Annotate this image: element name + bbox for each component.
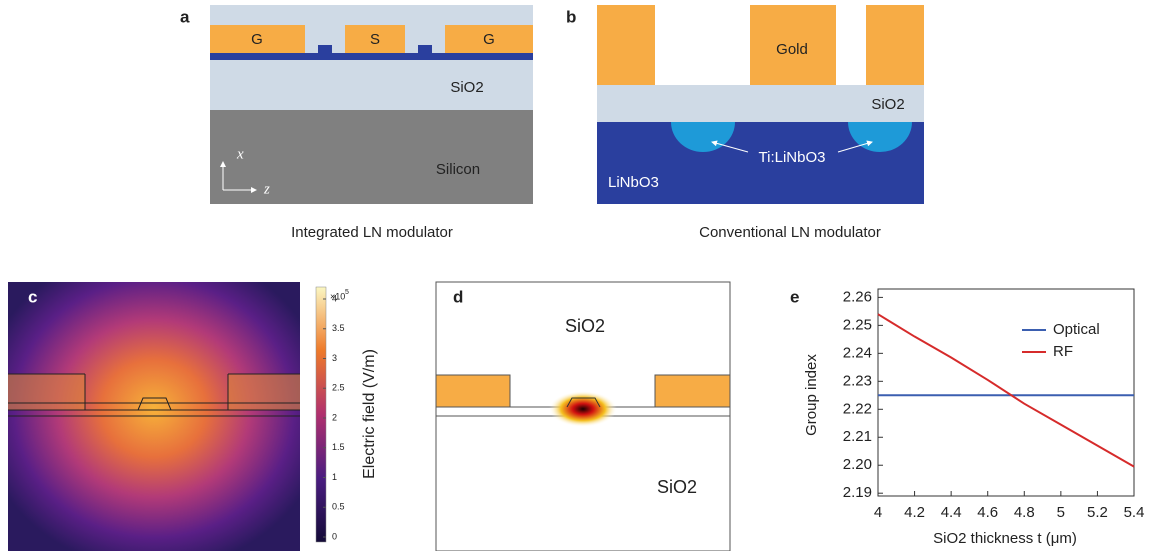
legend-label: RF: [1053, 343, 1073, 360]
x-axis-title: SiO2 thickness t (μm): [933, 530, 1077, 547]
electrode-region: [228, 374, 300, 410]
panel-b: b Gold SiO2 Ti:LiNbO3 LiNbO3 Conventiona…: [566, 5, 924, 241]
x-tick-label: 4.4: [941, 504, 962, 521]
optical-mode: [549, 391, 617, 427]
y-tick-label: 2.25: [843, 316, 872, 333]
layer-label: Ti:LiNbO3: [759, 149, 826, 166]
layer-label: SiO2: [450, 79, 483, 96]
colorbar-tick-label: 1.5: [332, 442, 345, 452]
electrode: [655, 375, 730, 407]
layer-label: LiNbO3: [608, 174, 659, 191]
colorbar-tick-label: 3.5: [332, 323, 345, 333]
panel-c: c ×10 5 00.511.522.533.54 Electric field…: [8, 282, 378, 551]
y-tick-label: 2.24: [843, 344, 872, 361]
y-axis-title: Group index: [803, 354, 820, 436]
ln-film: [210, 53, 533, 60]
panel-e: e Group index SiO2 thickness t (μm) 2.19…: [790, 287, 1144, 546]
panel-a: a G S G SiO2 Silicon x z Integrated LN m…: [180, 5, 533, 241]
x-tick-label: 4.6: [977, 504, 998, 521]
x-tick-label: 4.8: [1014, 504, 1035, 521]
y-tick-label: 2.22: [843, 400, 872, 417]
colorbar-exponent: 5: [345, 289, 349, 296]
panel-label: c: [28, 287, 37, 306]
electrode-label: G: [483, 31, 495, 48]
electrode-label: Gold: [776, 41, 808, 58]
panel-d: d SiO2 SiO2: [436, 282, 730, 551]
electrode: [436, 375, 510, 407]
colorbar-tick-label: 3: [332, 353, 337, 363]
layer-label: Silicon: [436, 161, 480, 178]
electrode-region: [8, 374, 85, 410]
legend-label: Optical: [1053, 321, 1100, 338]
electrode: [597, 5, 655, 85]
layer-label: SiO2: [871, 96, 904, 113]
caption: Integrated LN modulator: [291, 224, 453, 241]
region-label: SiO2: [657, 477, 697, 497]
y-tick-label: 2.21: [843, 428, 872, 445]
figure: a G S G SiO2 Silicon x z Integrated LN m…: [0, 0, 1149, 551]
panel-label: d: [453, 287, 463, 306]
colorbar-tick-label: 4: [332, 293, 337, 303]
panel-label: a: [180, 7, 190, 26]
axis-label: x: [236, 146, 244, 162]
axis-label: z: [263, 181, 270, 197]
colorbar: [316, 287, 326, 542]
x-tick-label: 4.2: [904, 504, 925, 521]
caption: Conventional LN modulator: [699, 224, 881, 241]
colorbar-tick-label: 2: [332, 412, 337, 422]
y-tick-label: 2.23: [843, 372, 872, 389]
electrode: [866, 5, 924, 85]
colorbar-tick-label: 2.5: [332, 383, 345, 393]
colorbar-tick-label: 0.5: [332, 502, 345, 512]
y-tick-label: 2.20: [843, 456, 872, 473]
ridge: [318, 45, 332, 54]
region-label: SiO2: [565, 316, 605, 336]
colorbar-tick-label: 1: [332, 472, 337, 482]
ridge: [418, 45, 432, 54]
panel-label: b: [566, 7, 576, 26]
electrode-label: S: [370, 31, 380, 48]
x-tick-label: 5.2: [1087, 504, 1108, 521]
colorbar-tick-label: 0: [332, 531, 337, 541]
silicon-layer: [210, 110, 533, 204]
x-tick-label: 5: [1057, 504, 1065, 521]
electrode-label: G: [251, 31, 263, 48]
panel-label: e: [790, 287, 799, 306]
y-tick-label: 2.19: [843, 484, 872, 501]
y-tick-label: 2.26: [843, 288, 872, 305]
x-tick-label: 4: [874, 504, 882, 521]
colorbar-label: Electric field (V/m): [361, 349, 378, 479]
x-tick-label: 5.4: [1124, 504, 1145, 521]
